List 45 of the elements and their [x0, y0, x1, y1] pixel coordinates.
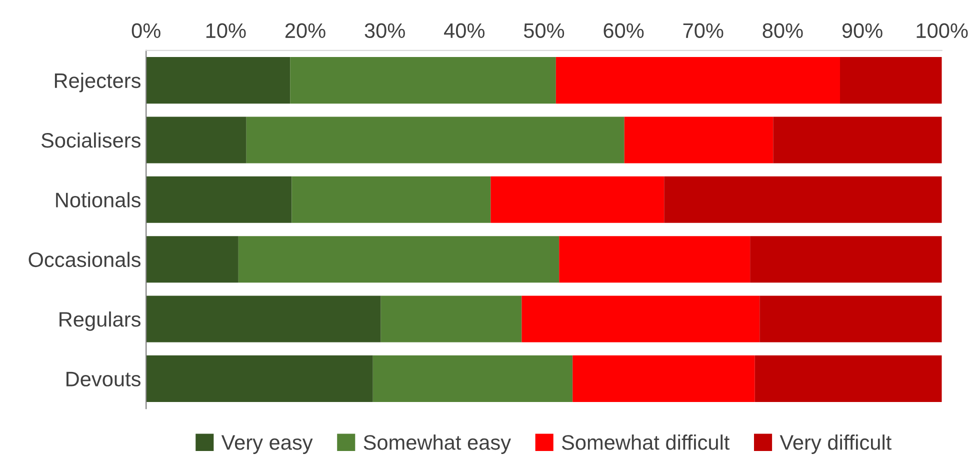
bar	[146, 355, 373, 402]
bar	[146, 236, 238, 283]
bar	[146, 296, 381, 342]
x-tick-label: 80%	[762, 23, 803, 38]
x-tick-label: 20%	[285, 23, 326, 38]
bar	[380, 296, 522, 342]
x-tick-label: 10%	[206, 23, 246, 38]
bar	[238, 236, 560, 283]
x-tick-label: 50%	[524, 23, 564, 38]
y-tick-label: Notionals	[56, 192, 140, 208]
legend-label: Very easy	[221, 435, 313, 454]
bar	[760, 296, 942, 342]
x-tick-label: 0%	[132, 23, 160, 38]
bar	[146, 116, 246, 164]
bar	[754, 355, 942, 402]
legend-label: Somewhat easy	[364, 434, 511, 454]
x-tick-label: 60%	[604, 23, 644, 38]
y-tick-label: Socialisers	[41, 132, 140, 148]
bar	[664, 176, 942, 223]
x-tick-label: 30%	[364, 23, 405, 38]
y-tick-label: Occasionals	[28, 252, 140, 268]
bar	[840, 57, 942, 104]
bar	[490, 176, 664, 223]
bar	[624, 116, 774, 164]
x-tick-label: 40%	[444, 23, 485, 38]
x-tick-label: 100%	[916, 23, 968, 38]
bar	[522, 296, 760, 342]
y-tick-label: Rejecters	[54, 72, 140, 92]
bar	[246, 116, 624, 164]
legend-label: Somewhat difficult	[562, 434, 730, 450]
bar	[750, 236, 942, 283]
bar	[559, 236, 750, 283]
y-tick-label: Regulars	[60, 311, 140, 331]
legend-label: Very difficult	[780, 434, 892, 454]
x-tick-label: 90%	[842, 23, 882, 38]
bar	[773, 116, 942, 164]
x-tick-label: 70%	[683, 23, 724, 38]
bar	[292, 176, 491, 223]
bar	[572, 355, 755, 402]
bar	[556, 57, 840, 104]
bar	[146, 57, 290, 104]
bar	[146, 176, 292, 223]
bar	[290, 57, 556, 104]
y-tick-label: Devouts	[66, 372, 140, 386]
bar	[372, 355, 573, 402]
